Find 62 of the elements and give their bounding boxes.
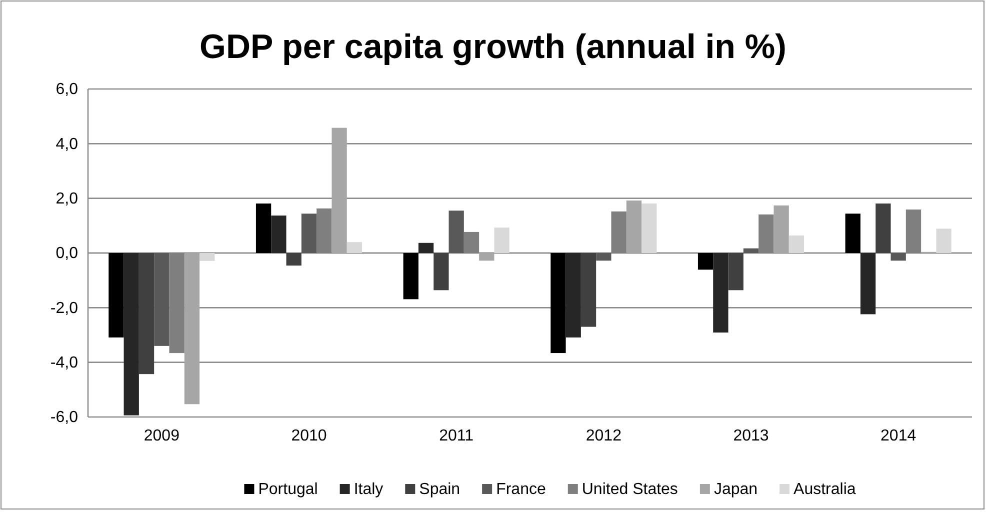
x-tick-label: 2014 [880, 427, 916, 444]
bar [124, 253, 139, 416]
y-tick-label: 2,0 [56, 190, 78, 208]
bar [286, 253, 302, 266]
bar [876, 204, 891, 253]
bar [316, 208, 332, 253]
bar [642, 204, 657, 253]
bar [566, 253, 581, 338]
x-tick-label: 2013 [733, 427, 769, 444]
bar [403, 253, 418, 300]
bar [184, 253, 200, 404]
bar [788, 236, 804, 253]
bar [596, 253, 612, 261]
y-tick-label: 6,0 [56, 81, 78, 98]
legend-label: Portugal [258, 481, 318, 498]
bar [346, 242, 362, 253]
bar [479, 253, 494, 261]
bar [301, 214, 317, 253]
legend-label: France [496, 481, 546, 498]
bar [494, 228, 510, 253]
bar [154, 253, 170, 346]
bar [845, 214, 860, 253]
legend-label: Japan [714, 481, 758, 498]
bar [138, 253, 154, 374]
bar [434, 253, 449, 290]
bar [906, 210, 922, 253]
y-tick-label: -4,0 [50, 354, 78, 372]
legend-label: United States [582, 481, 678, 498]
y-tick-label: -6,0 [50, 409, 78, 426]
bar [890, 253, 906, 261]
x-tick-label: 2010 [291, 427, 327, 444]
bar [743, 248, 759, 253]
bar [611, 211, 626, 253]
bar [200, 253, 215, 261]
y-tick-label: 0,0 [56, 245, 78, 262]
bar [626, 200, 642, 253]
bar [332, 128, 347, 253]
bar [860, 253, 876, 314]
legend-label: Spain [419, 481, 460, 498]
legend-label: Italy [354, 481, 384, 498]
bar [464, 232, 480, 253]
x-tick-label: 2012 [586, 427, 622, 444]
y-tick-label: 4,0 [56, 136, 78, 153]
bar [728, 253, 744, 290]
bar [774, 205, 789, 253]
x-tick-label: 2011 [439, 427, 474, 444]
chart-title: GDP per capita growth (annual in %) [200, 28, 786, 66]
bar [550, 253, 566, 354]
y-tick-label: -2,0 [50, 300, 78, 317]
bar [169, 253, 184, 354]
bar [698, 253, 714, 270]
bar [271, 216, 286, 253]
bar [448, 210, 464, 253]
bar [256, 204, 272, 253]
bar [713, 253, 728, 333]
bar [108, 253, 124, 338]
bar [580, 253, 596, 327]
x-tick-label: 2009 [144, 427, 180, 444]
bar [758, 214, 774, 253]
bar [418, 242, 434, 253]
legend-label: Australia [794, 481, 856, 498]
bar [936, 228, 952, 253]
